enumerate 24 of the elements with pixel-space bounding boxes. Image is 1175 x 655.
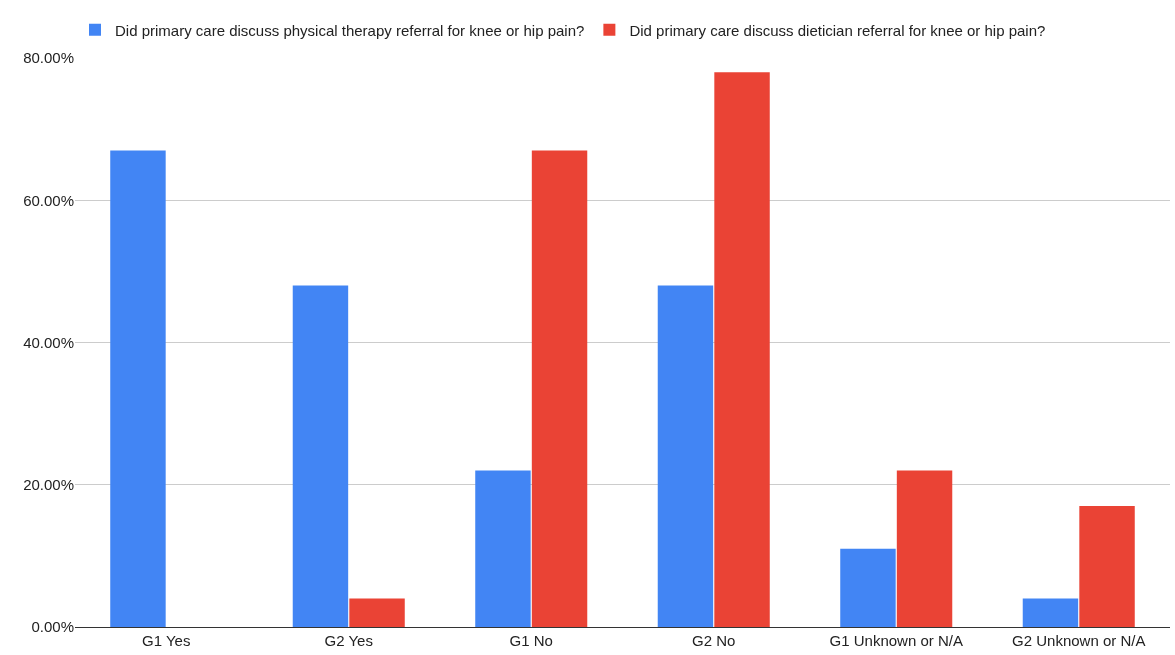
bar — [840, 548, 896, 627]
bar — [531, 150, 588, 627]
bar — [896, 470, 953, 627]
x-tick-label: G1 Yes — [142, 632, 191, 649]
y-tick-label: 40.00% — [23, 333, 74, 351]
x-tick-label: G1 Unknown or N/A — [829, 632, 963, 649]
bar — [1022, 598, 1079, 627]
bar — [110, 150, 166, 627]
x-tick-label: G2 No — [692, 632, 736, 649]
y-tick-label: 20.00% — [23, 476, 74, 493]
bar — [714, 72, 770, 627]
legend-label: Did primary care discuss dietician referral for knee or hip pain? — [629, 21, 1046, 39]
bar — [292, 285, 349, 627]
y-tick-label: 0.00% — [31, 618, 74, 636]
x-tick-label: G2 Unknown or N/A — [1012, 632, 1146, 649]
x-tick-label: G1 No — [509, 632, 553, 649]
y-tick-label: 60.00% — [23, 191, 74, 209]
bar — [1079, 506, 1135, 627]
bar — [475, 470, 531, 627]
x-tick-label: G2 Yes — [324, 632, 373, 649]
bar — [349, 598, 405, 627]
bar — [657, 285, 714, 627]
legend-label: Did primary care discuss physical therapy referral for knee or hip pain? — [115, 21, 585, 39]
y-tick-label: 80.00% — [23, 49, 74, 67]
